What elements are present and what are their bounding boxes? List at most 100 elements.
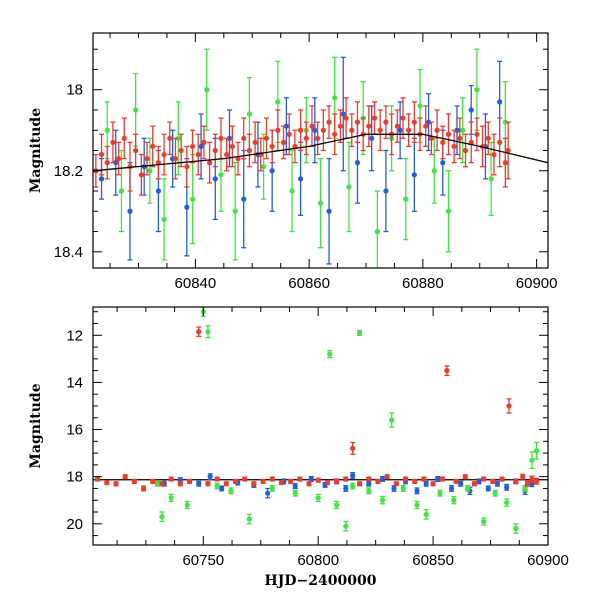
- data-point: [460, 127, 466, 133]
- data-point: [522, 485, 528, 492]
- data-point: [172, 156, 179, 162]
- x-tick-label: 60850: [412, 552, 454, 569]
- series-1: [154, 307, 540, 534]
- data-point: [312, 127, 318, 133]
- data-point: [232, 478, 239, 484]
- data-point: [204, 87, 210, 93]
- data-point: [246, 111, 253, 117]
- data-point: [94, 476, 101, 482]
- data-point: [178, 147, 184, 154]
- data-point: [403, 196, 409, 202]
- data-point: [175, 135, 181, 141]
- data-point: [206, 160, 213, 166]
- data-point: [177, 481, 183, 487]
- data-point: [414, 488, 420, 494]
- data-point: [505, 147, 511, 154]
- data-point: [417, 103, 423, 109]
- data-point: [246, 516, 252, 522]
- plot-area: [93, 48, 548, 268]
- data-point: [324, 479, 330, 486]
- data-point: [343, 523, 349, 529]
- data-point: [462, 147, 469, 154]
- y-tick-label: 20: [66, 516, 83, 533]
- data-point: [292, 490, 298, 496]
- data-point: [241, 135, 247, 141]
- data-point: [161, 151, 167, 158]
- data-point: [337, 123, 344, 129]
- data-point: [144, 156, 150, 162]
- data-point: [474, 87, 480, 93]
- data-point: [309, 123, 315, 129]
- data-point: [513, 525, 519, 532]
- data-point: [369, 135, 375, 141]
- data-point: [224, 151, 230, 158]
- data-point: [184, 502, 190, 508]
- data-point: [440, 160, 446, 166]
- data-point: [340, 111, 346, 117]
- y-tick-label: 18: [66, 82, 83, 99]
- data-point: [315, 477, 321, 483]
- data-point: [138, 172, 144, 178]
- data-point: [159, 514, 165, 520]
- y-tick-label: 16: [66, 422, 83, 439]
- data-point: [155, 188, 162, 194]
- data-point: [485, 485, 491, 492]
- data-point: [371, 115, 378, 121]
- data-point: [445, 208, 452, 214]
- data-point: [366, 481, 372, 487]
- data-point: [229, 143, 235, 150]
- data-point: [198, 143, 204, 150]
- data-point: [280, 139, 287, 145]
- data-point: [533, 448, 540, 454]
- x-tick-label: 60860: [288, 275, 330, 292]
- data-point: [497, 139, 503, 145]
- data-point: [423, 123, 429, 129]
- data-point: [288, 478, 294, 484]
- data-point: [400, 485, 406, 492]
- data-point: [350, 472, 356, 479]
- data-point: [400, 115, 406, 121]
- y-axis-title: Magnitude: [28, 383, 44, 468]
- data-point: [189, 196, 196, 202]
- data-point: [394, 123, 400, 129]
- data-point: [104, 127, 110, 133]
- data-point: [104, 479, 110, 486]
- data-point: [289, 188, 295, 194]
- data-point: [315, 495, 321, 501]
- data-point: [491, 151, 497, 158]
- data-point: [377, 127, 383, 133]
- data-point: [423, 511, 429, 517]
- data-point: [457, 135, 463, 141]
- data-point: [246, 147, 253, 154]
- data-point: [374, 228, 380, 235]
- data-point: [218, 135, 224, 141]
- data-point: [499, 476, 505, 482]
- data-point: [140, 485, 147, 492]
- data-point: [306, 481, 312, 487]
- data-point: [219, 485, 225, 492]
- data-point: [414, 502, 420, 508]
- data-point: [326, 119, 332, 125]
- data-point: [440, 139, 446, 145]
- x-tick-label: 60900: [527, 552, 569, 569]
- data-point: [278, 479, 285, 486]
- data-point: [504, 484, 510, 490]
- data-point: [297, 127, 304, 133]
- data-point: [439, 476, 445, 482]
- data-point: [226, 135, 233, 141]
- data-point: [104, 160, 110, 166]
- data-point: [412, 478, 418, 484]
- data-point: [354, 119, 361, 125]
- x-tick-label: 60880: [402, 275, 444, 292]
- data-point: [383, 188, 389, 194]
- data-point: [354, 160, 361, 166]
- data-point: [122, 474, 128, 480]
- data-point: [346, 184, 352, 190]
- data-point: [98, 176, 105, 182]
- data-point: [269, 476, 275, 482]
- data-point: [127, 208, 133, 214]
- data-point: [451, 497, 457, 503]
- data-point: [292, 483, 298, 489]
- x-tick-label: 60840: [175, 275, 217, 292]
